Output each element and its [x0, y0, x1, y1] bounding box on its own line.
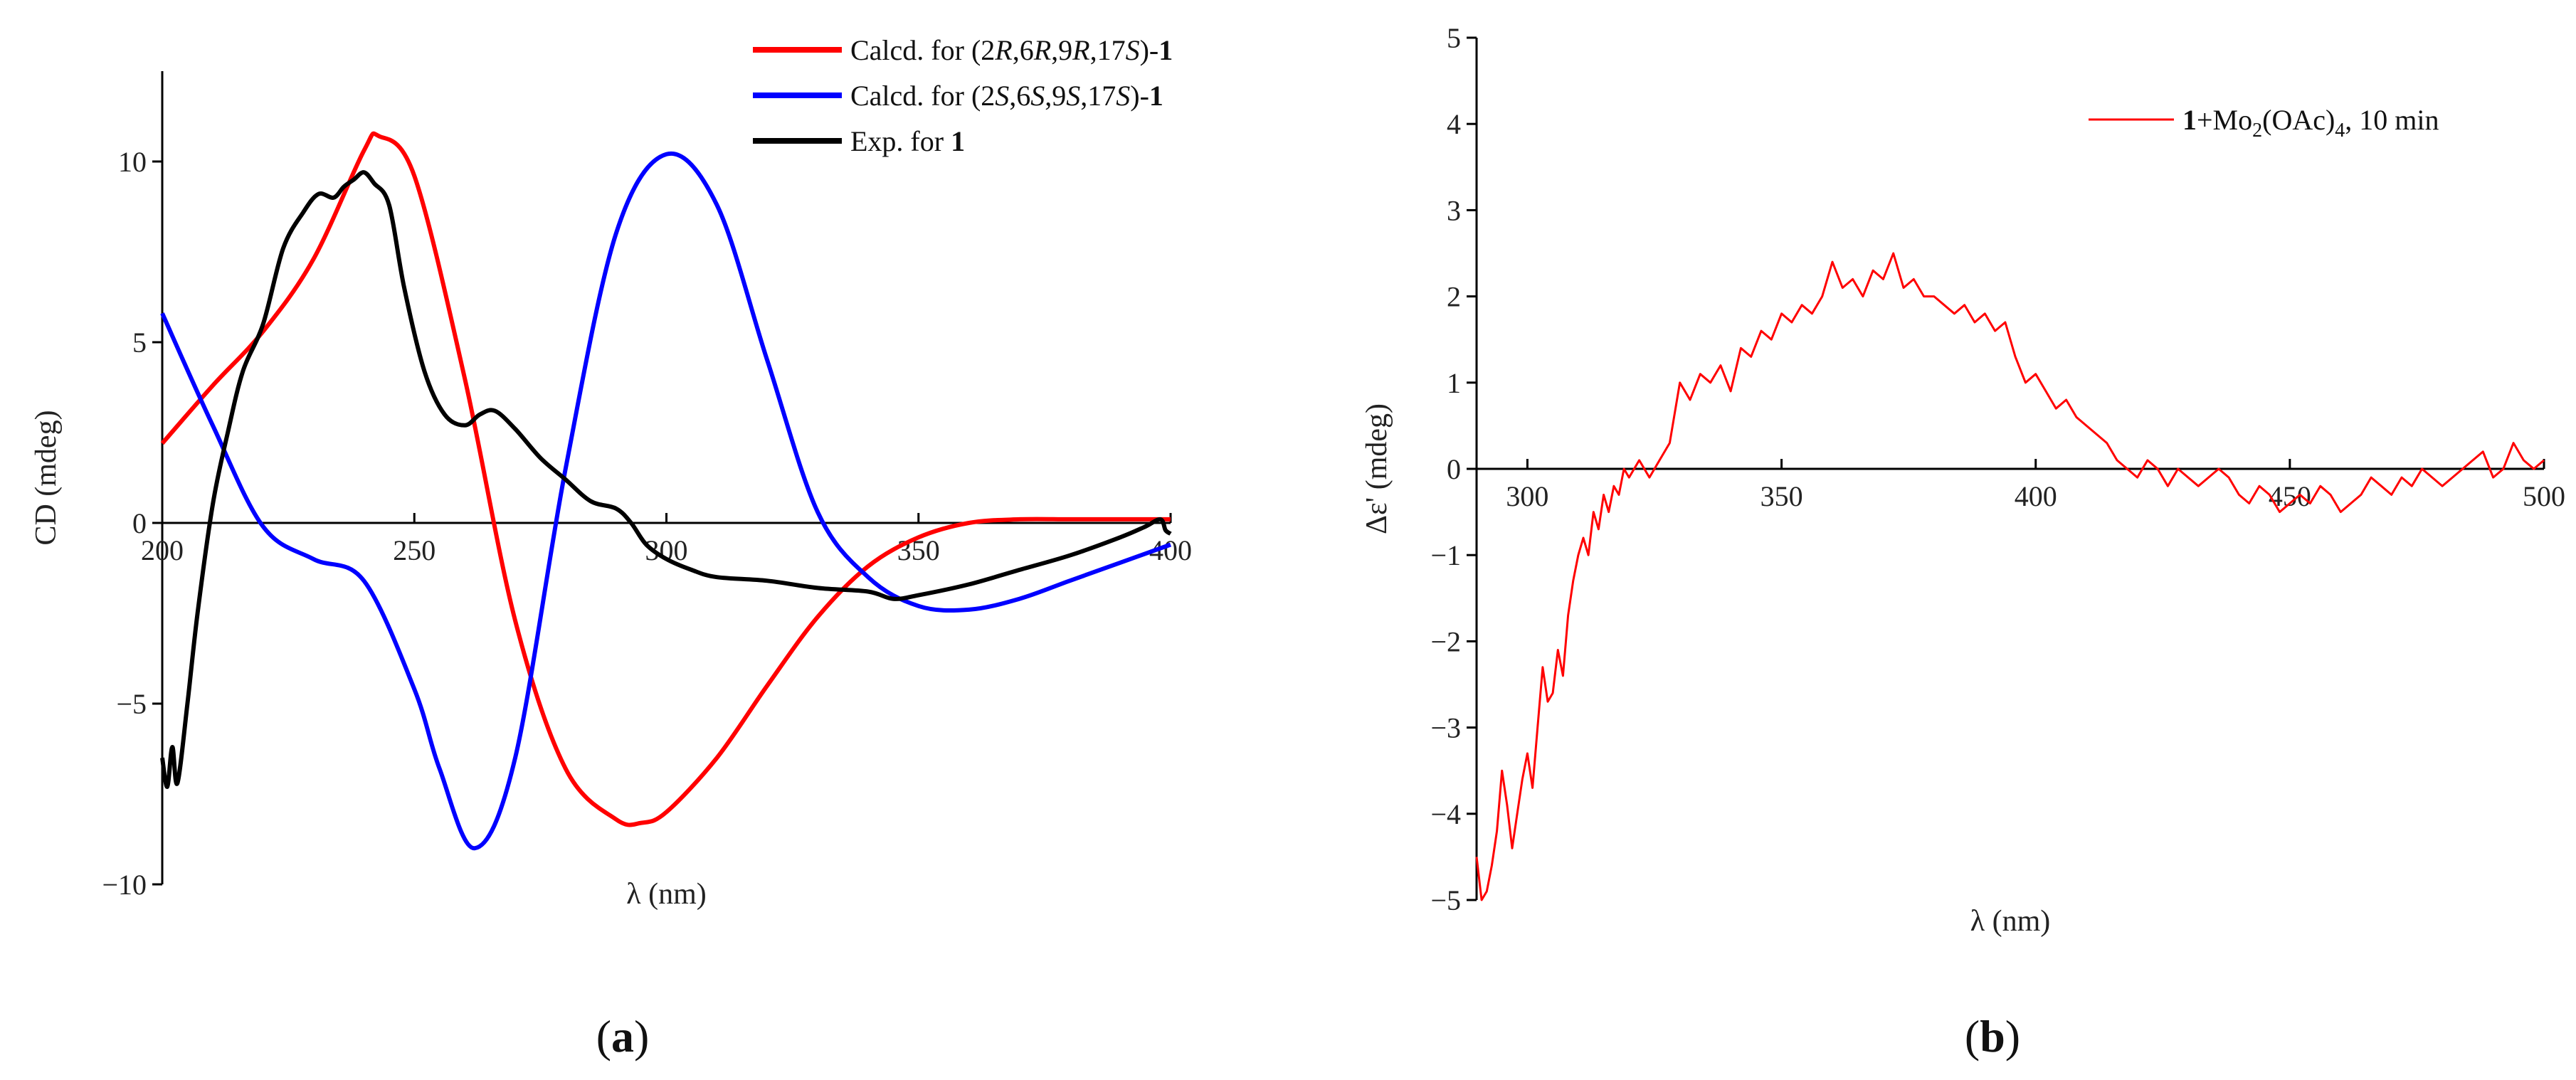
y-tick-label: 2	[1447, 281, 1461, 313]
y-tick-label: 0	[132, 507, 147, 539]
x-tick-label: 450	[2269, 480, 2311, 512]
series-line-3	[160, 170, 1172, 789]
series-line-2	[160, 151, 1172, 851]
y-tick-label: 3	[1447, 194, 1461, 226]
y-tick-label: −5	[116, 688, 147, 720]
y-tick-label: 10	[118, 146, 147, 178]
y-tick-label: 0	[1447, 453, 1461, 485]
y-tick-label: −5	[1430, 884, 1461, 916]
y-tick-label: −1	[1430, 539, 1461, 571]
series-line-1	[1475, 252, 2545, 901]
x-tick-label: 300	[1506, 480, 1548, 512]
panel-label: (b)	[1965, 1011, 2020, 1062]
legend-label: Exp. for 1	[850, 125, 965, 157]
legend-label: Calcd. for (2S,6S,9S,17S)-1	[850, 80, 1163, 112]
y-tick-label: −4	[1430, 798, 1461, 830]
x-axis-label: λ (nm)	[626, 878, 707, 911]
legend-label: 1+Mo2(OAc)4, 10 min	[2182, 104, 2439, 142]
x-tick-label: 250	[393, 534, 436, 566]
x-tick-label: 500	[2523, 480, 2565, 512]
series-line-1	[160, 131, 1171, 827]
y-tick-label: −3	[1430, 712, 1461, 744]
y-tick-label: −2	[1430, 625, 1461, 657]
y-tick-label: 5	[132, 327, 147, 359]
y-tick-label: 1	[1447, 367, 1461, 399]
panel-b: −5 −4 −3 −2 −1 0 1 2 3 4 5 300 350 400 450 500 λ (nm) Δε'…	[1361, 22, 2565, 1062]
y-tick-label: 5	[1447, 22, 1461, 54]
x-tick-label: 350	[1761, 480, 1803, 512]
legend-label: Calcd. for (2R,6R,9R,17S)-1	[850, 34, 1173, 66]
panel-label: (a)	[596, 1011, 650, 1062]
x-axis-label: λ (nm)	[1970, 905, 2051, 938]
x-tick-label: 200	[141, 534, 184, 566]
y-tick-label: 4	[1447, 108, 1461, 140]
x-tick-label: 400	[2015, 480, 2057, 512]
y-tick-label: −10	[102, 869, 147, 901]
y-axis-label: Δε' (mdeg)	[1361, 403, 1393, 534]
y-axis-label: CD (mdeg)	[30, 410, 63, 545]
